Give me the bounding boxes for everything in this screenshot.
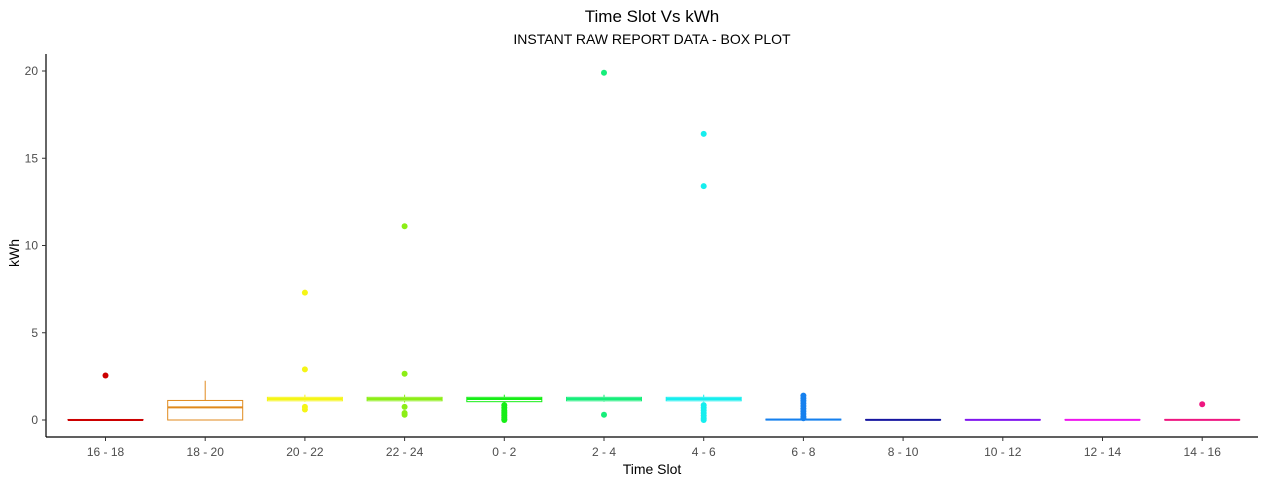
- y-axis-title: kWh: [6, 239, 22, 267]
- x-tick-label: 10 - 12: [984, 445, 1022, 459]
- chart-title: Time Slot Vs kWh: [585, 7, 719, 26]
- x-tick-label: 4 - 6: [692, 445, 716, 459]
- x-tick-label: 0 - 2: [492, 445, 516, 459]
- outlier-point: [800, 415, 807, 422]
- outlier-point: [401, 403, 408, 410]
- boxes: [67, 69, 1241, 423]
- box-12-14: [1064, 418, 1141, 421]
- box-2-4: [566, 69, 642, 418]
- outlier-point: [601, 411, 607, 418]
- outlier-point: [700, 417, 707, 423]
- y-tick-label: 20: [25, 64, 39, 78]
- box-14-16: [1164, 401, 1241, 421]
- x-tick-label: 18 - 20: [187, 445, 225, 459]
- x-tick-label: 8 - 10: [888, 445, 919, 459]
- x-tick-label: 2 - 4: [592, 445, 616, 459]
- box-16-18: [67, 372, 144, 421]
- box-20-22: [266, 289, 343, 413]
- x-tick-label: 6 - 8: [791, 445, 815, 459]
- outlier-point: [601, 69, 607, 76]
- y-tick-label: 0: [31, 413, 38, 427]
- outlier-point: [301, 366, 308, 373]
- outlier-point: [700, 183, 707, 190]
- box-18-20: [167, 380, 244, 421]
- box-0-2: [466, 394, 543, 423]
- chart-subtitle: INSTANT RAW REPORT DATA - BOX PLOT: [513, 31, 791, 47]
- y-tick-label: 5: [31, 326, 38, 340]
- outlier-point: [700, 130, 707, 137]
- outlier-point: [401, 370, 408, 377]
- y-tick-label: 15: [25, 151, 39, 165]
- y-tick-label: 10: [25, 239, 39, 253]
- x-tick-label: 20 - 22: [286, 445, 324, 459]
- box-8-10: [865, 418, 942, 421]
- x-tick-label: 16 - 18: [87, 445, 125, 459]
- x-axis-title: Time Slot: [623, 461, 682, 477]
- y-ticks: 0 5 10 15 20: [25, 64, 46, 427]
- x-ticks: 16 - 18 18 - 20 20 - 22 22 - 24 0 - 2 2 - 4 4 …: [87, 437, 1221, 459]
- x-tick-label: 14 - 16: [1184, 445, 1222, 459]
- outlier-point: [401, 223, 408, 230]
- box-4-6: [665, 130, 742, 423]
- outlier-point: [501, 417, 508, 423]
- box-iqr: [167, 399, 244, 421]
- outlier-point: [301, 289, 308, 296]
- x-tick-label: 12 - 14: [1084, 445, 1122, 459]
- box-22-24: [366, 223, 443, 418]
- box-6-8: [765, 392, 842, 422]
- outlier-point: [1199, 401, 1206, 408]
- x-tick-label: 22 - 24: [386, 445, 424, 459]
- outlier-point: [102, 372, 109, 379]
- outlier-point: [301, 406, 308, 413]
- box-10-12: [964, 418, 1041, 421]
- outlier-point: [401, 411, 408, 418]
